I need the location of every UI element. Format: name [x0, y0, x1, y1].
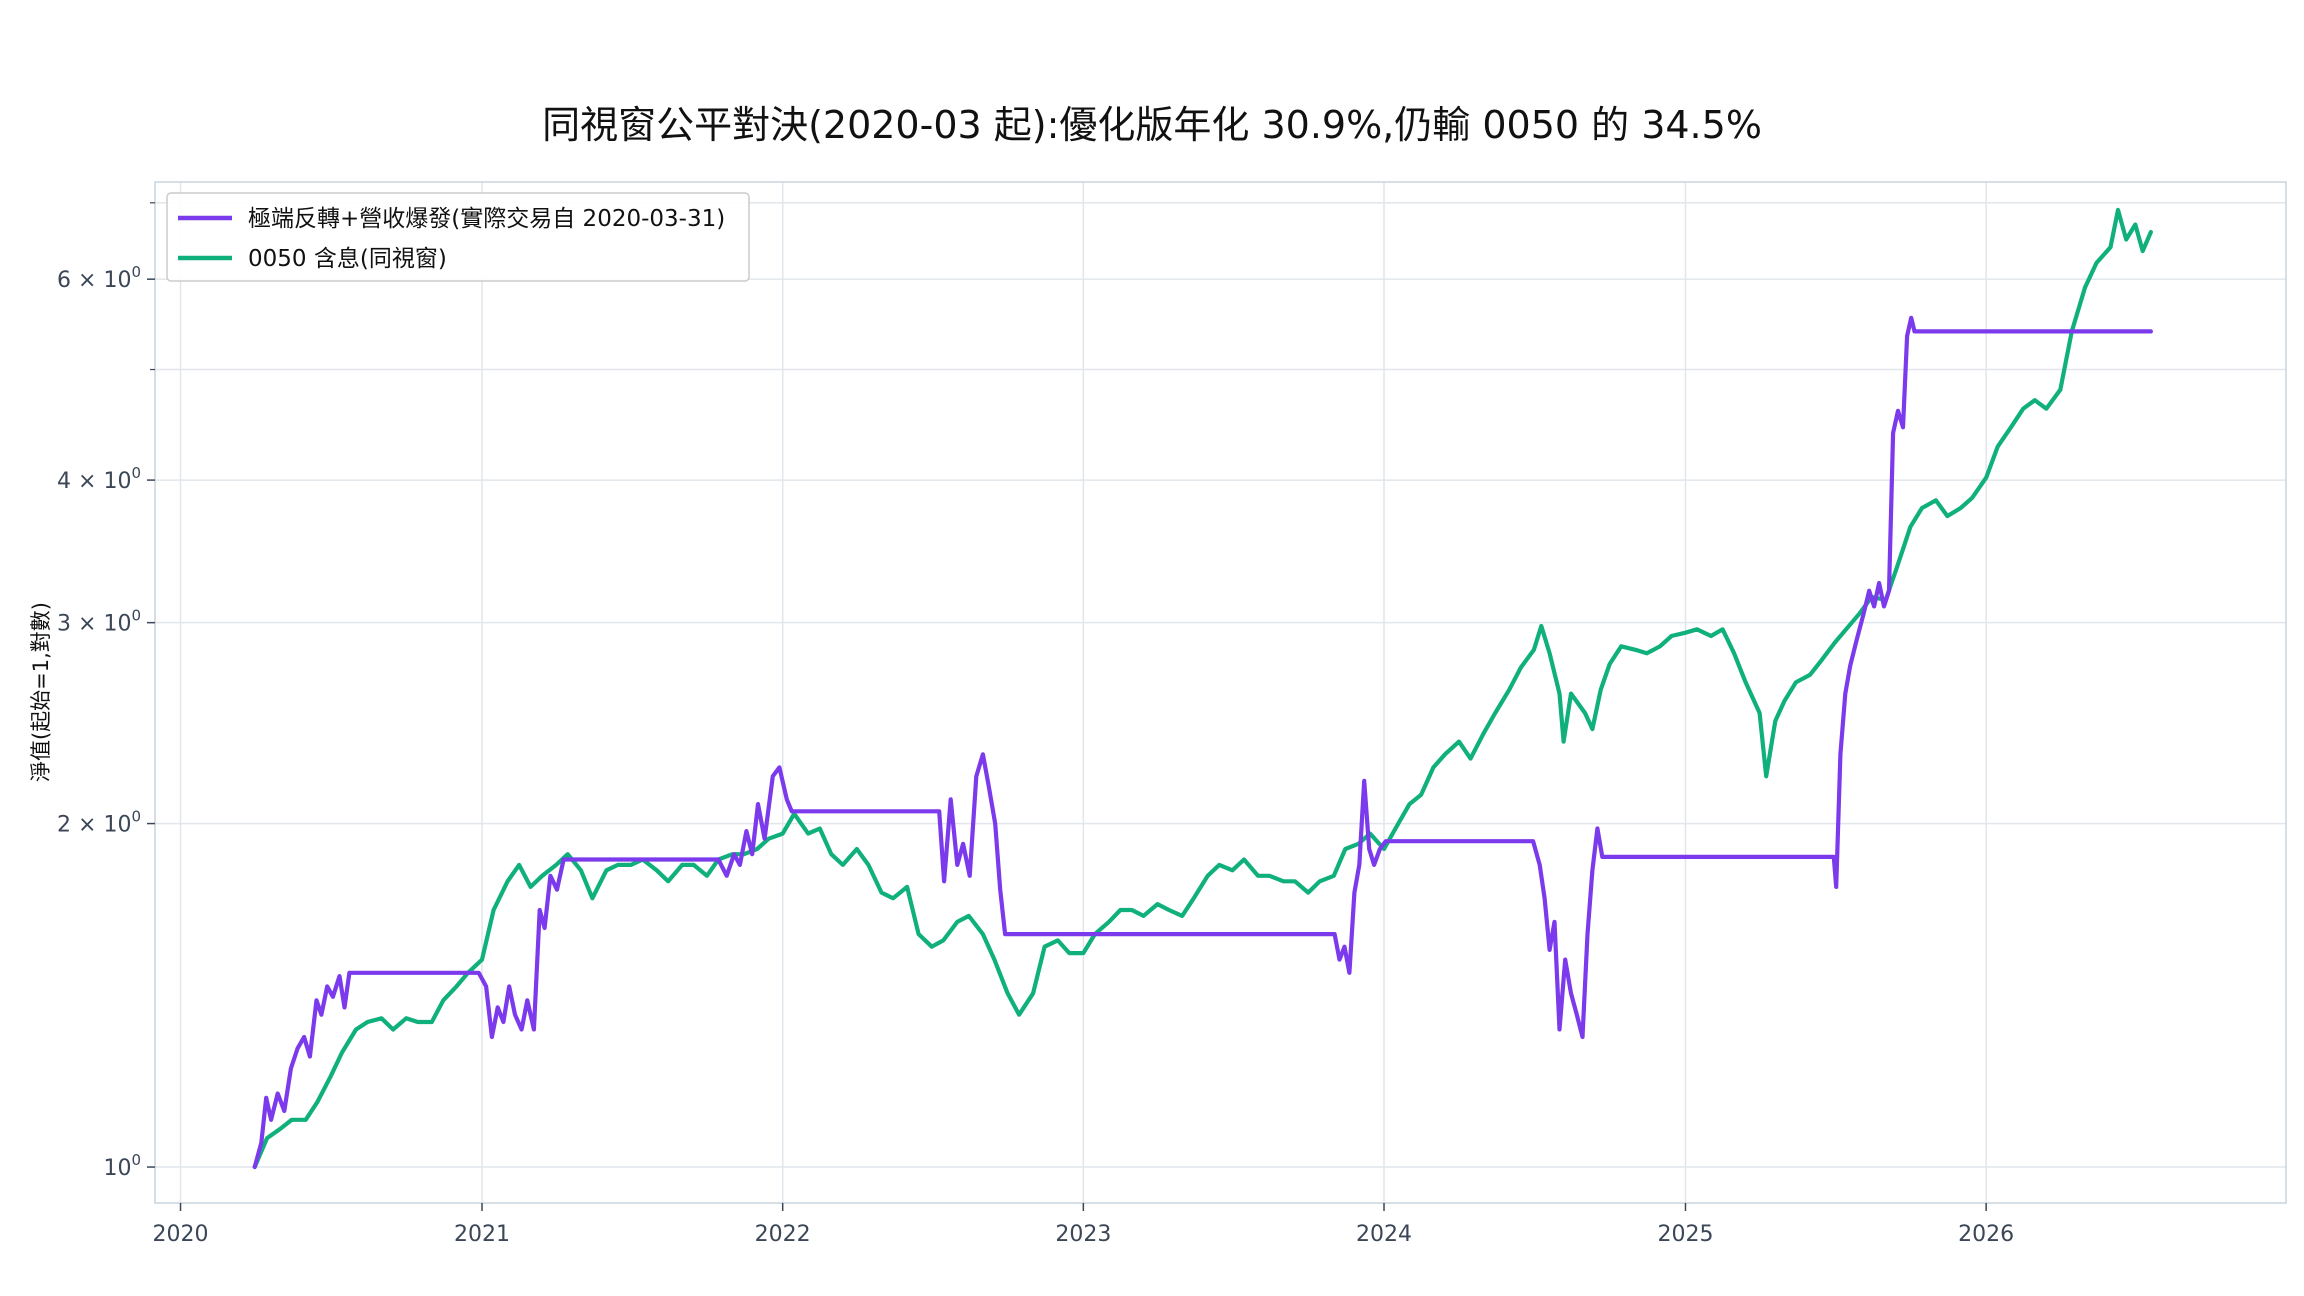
y-tick-label: 3 × 100	[57, 607, 141, 637]
y-tick-label: 4 × 100	[57, 464, 141, 494]
legend-box	[166, 192, 750, 282]
plot-frame	[154, 181, 2287, 1204]
x-tick-label: 2024	[1356, 1222, 1412, 1247]
y-axis-label: 淨值(起始=1,對數)	[29, 602, 53, 782]
grid-lines	[155, 182, 2286, 1203]
legend-entry: 0050 含息(同視窗)	[248, 246, 447, 272]
x-axis: 2020 2021 2022 2023 2024 2025 2026	[153, 1203, 2014, 1247]
legend-entry: 極端反轉+營收爆發(實際交易自 2020-03-31)	[248, 206, 725, 232]
x-tick-label: 2021	[454, 1222, 510, 1247]
x-tick-label: 2023	[1055, 1222, 1111, 1247]
series-lines	[252, 207, 2153, 1170]
x-tick-label: 2020	[153, 1222, 209, 1247]
series-line-0	[252, 315, 2153, 1170]
series-line-1	[252, 207, 2153, 1170]
x-tick-label: 2025	[1657, 1222, 1713, 1247]
y-tick-label: 6 × 100	[57, 263, 141, 293]
x-tick-label: 2022	[755, 1222, 811, 1247]
y-tick-label: 100	[103, 1151, 141, 1181]
legend: 極端反轉+營收爆發(實際交易自 2020-03-31) 0050 含息(同視窗)	[166, 192, 750, 282]
y-axis: 100 2 × 100 3 × 100 4 × 100 6 × 100	[57, 202, 155, 1181]
chart-title: 同視窗公平對決(2020-03 起):優化版年化 30.9%,仍輸 0050 的…	[542, 103, 1762, 147]
y-tick-label: 2 × 100	[57, 808, 141, 838]
x-tick-label: 2026	[1958, 1222, 2014, 1247]
